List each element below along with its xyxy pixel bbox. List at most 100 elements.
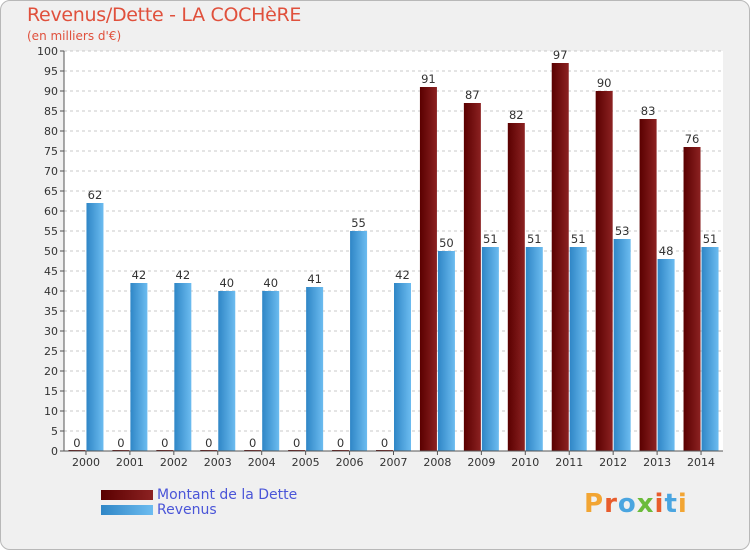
value-labels: 0 62 0 42 0 42 0 40 0 40 0 41 0 55 0 42 91 50 87 51 82 51 97 51… xyxy=(73,48,717,450)
value-label: 62 xyxy=(88,188,103,202)
y-tick-label: 25 xyxy=(44,345,58,358)
y-tick-label: 100 xyxy=(37,45,58,58)
value-label: 0 xyxy=(73,436,80,450)
bar-debt xyxy=(507,123,525,451)
logo-letter: t xyxy=(664,489,678,519)
bar-debt xyxy=(463,103,481,451)
x-tick-label: 2010 xyxy=(511,456,539,469)
legend-swatch-debt xyxy=(101,490,153,500)
value-label: 41 xyxy=(307,272,322,286)
value-label: 87 xyxy=(465,88,480,102)
value-label: 53 xyxy=(615,224,630,238)
value-label: 50 xyxy=(439,236,454,250)
bar-debt xyxy=(639,119,657,451)
y-tick-label: 20 xyxy=(44,365,58,378)
value-label: 42 xyxy=(176,268,191,282)
bar-debt xyxy=(551,63,569,451)
x-tick-label: 2003 xyxy=(204,456,232,469)
value-label: 42 xyxy=(132,268,147,282)
x-tick-label: 2002 xyxy=(160,456,188,469)
y-tick-label: 60 xyxy=(44,205,58,218)
y-tick-label: 65 xyxy=(44,185,58,198)
bar-revenue xyxy=(525,247,543,451)
bar-revenue xyxy=(350,231,368,451)
legend-label-revenue: Revenus xyxy=(157,502,217,518)
y-tick-label: 35 xyxy=(44,305,58,318)
bars xyxy=(68,63,719,451)
bar-revenue xyxy=(86,203,104,451)
chart-subtitle: (en milliers d'€) xyxy=(27,29,122,43)
x-tick-label: 2014 xyxy=(687,456,715,469)
bar-revenue xyxy=(613,239,631,451)
y-tick-label: 90 xyxy=(44,85,58,98)
y-tick-label: 0 xyxy=(51,445,58,458)
value-label: 51 xyxy=(571,232,586,246)
bar-revenue xyxy=(569,247,587,451)
bar-debt xyxy=(595,91,613,451)
bar-revenue xyxy=(218,291,236,451)
bar-revenue xyxy=(437,251,455,451)
x-tick-label: 2005 xyxy=(292,456,320,469)
value-label: 97 xyxy=(553,48,568,62)
bar-revenue xyxy=(130,283,148,451)
bar-revenue xyxy=(481,247,499,451)
x-tick-label: 2001 xyxy=(116,456,144,469)
logo-letter: x xyxy=(636,489,655,519)
value-label: 51 xyxy=(527,232,542,246)
value-label: 83 xyxy=(641,104,656,118)
grid-lines xyxy=(64,50,723,452)
legend-label-debt: Montant de la Dette xyxy=(157,487,298,503)
bar-revenue xyxy=(306,287,324,451)
value-label: 0 xyxy=(337,436,344,450)
value-label: 0 xyxy=(117,436,124,450)
y-tick-label: 10 xyxy=(44,405,58,418)
value-label: 0 xyxy=(205,436,212,450)
legend-swatch-revenue xyxy=(101,505,153,515)
value-label: 51 xyxy=(483,232,498,246)
x-tick-label: 2012 xyxy=(599,456,627,469)
x-tick-label: 2004 xyxy=(248,456,276,469)
bar-revenue xyxy=(657,259,675,451)
y-tick-label: 55 xyxy=(44,225,58,238)
y-tick-label: 15 xyxy=(44,385,58,398)
logo-letter: r xyxy=(604,489,618,519)
value-label: 90 xyxy=(597,76,612,90)
value-label: 48 xyxy=(659,244,674,258)
value-label: 82 xyxy=(509,108,524,122)
y-tick-label: 30 xyxy=(44,325,58,338)
x-tick-label: 2007 xyxy=(380,456,408,469)
value-label: 40 xyxy=(263,276,278,290)
logo-letter: P xyxy=(584,489,605,519)
x-axis: 2000 2001 2002 2003 2004 2005 2006 2007 2008 2009… xyxy=(64,450,723,469)
value-label: 55 xyxy=(351,216,366,230)
bar-revenue xyxy=(174,283,192,451)
value-label: 91 xyxy=(421,72,436,86)
bar-debt xyxy=(683,147,701,451)
value-label: 40 xyxy=(219,276,234,290)
y-tick-label: 5 xyxy=(51,425,58,438)
value-label: 0 xyxy=(161,436,168,450)
y-tick-label: 70 xyxy=(44,165,58,178)
value-label: 42 xyxy=(395,268,410,282)
value-label: 0 xyxy=(249,436,256,450)
proxiti-logo: Proxiti xyxy=(584,489,688,519)
bar-revenue xyxy=(701,247,719,451)
y-axis: 0 5 10 15 20 25 30 35 40 45 50 55 60 65 70 75 80 85 90 95 10… xyxy=(37,45,65,458)
bar-revenue xyxy=(262,291,280,451)
y-tick-label: 75 xyxy=(44,145,58,158)
chart-title: Revenus/Dette - LA COCHèRE xyxy=(27,4,302,26)
x-tick-label: 2011 xyxy=(555,456,583,469)
value-label: 76 xyxy=(685,132,700,146)
x-tick-label: 2006 xyxy=(336,456,364,469)
logo-letter: i xyxy=(654,489,665,519)
bar-debt xyxy=(419,87,437,451)
x-tick-label: 2013 xyxy=(643,456,671,469)
y-tick-label: 95 xyxy=(44,65,58,78)
y-tick-label: 45 xyxy=(44,265,58,278)
logo-letter: o xyxy=(617,489,637,519)
value-label: 0 xyxy=(381,436,388,450)
y-tick-label: 50 xyxy=(44,245,58,258)
bar-revenue xyxy=(394,283,411,451)
